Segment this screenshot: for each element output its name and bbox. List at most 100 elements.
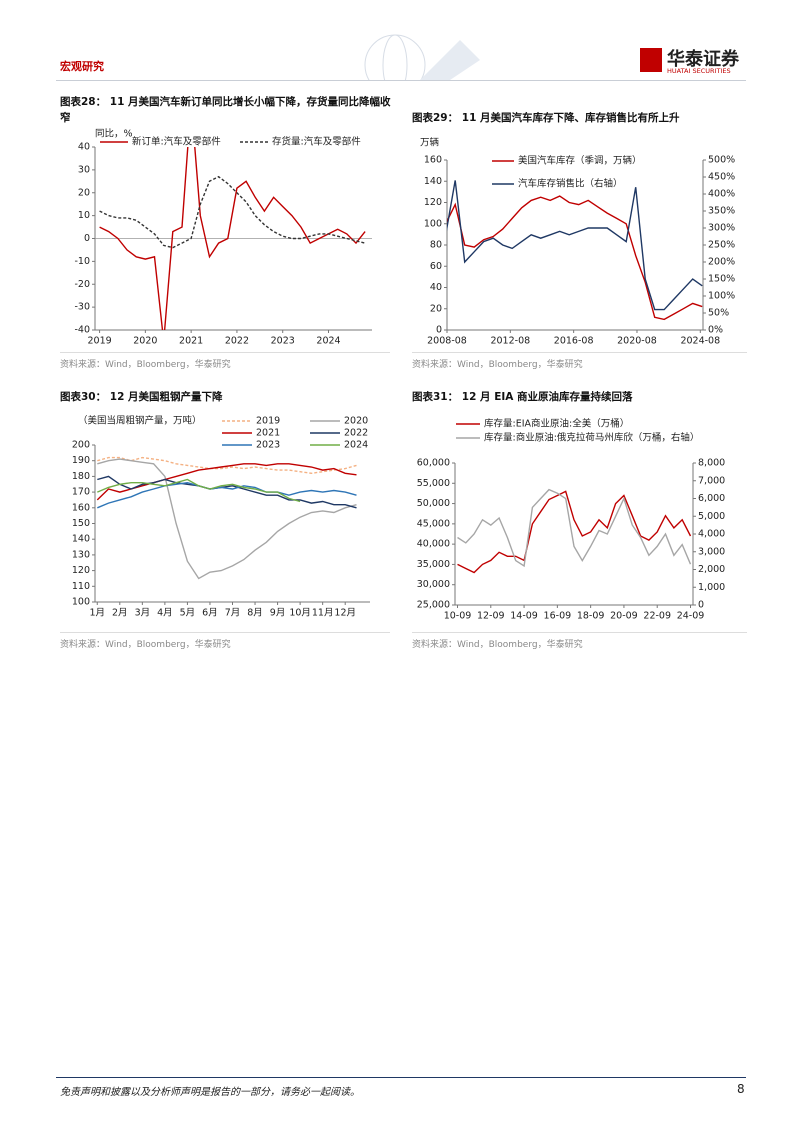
y-tick-label: 190 (72, 455, 90, 466)
y2-tick-label: 250% (708, 240, 735, 251)
series-line (447, 180, 703, 311)
y-tick-label: 0 (436, 325, 442, 336)
legend-label: 汽车库存销售比（右轴） (518, 178, 623, 190)
legend-label: 2022 (344, 428, 368, 439)
y-tick-label: 50,000 (417, 498, 450, 509)
y2-tick-label: 4,000 (698, 529, 725, 540)
x-tick-label: 2023 (271, 336, 295, 347)
y-tick-label: 35,000 (417, 559, 450, 570)
x-tick-label: 16-09 (544, 611, 572, 622)
x-tick-label: 18-09 (577, 611, 605, 622)
section-label: 宏观研究 (60, 60, 104, 73)
y-tick-label: 40 (78, 142, 90, 153)
x-tick-label: 2019 (87, 336, 111, 347)
legend-label: 2021 (256, 428, 280, 439)
series-line (97, 456, 357, 475)
page-number: 8 (737, 1082, 745, 1096)
y-tick-label: 150 (72, 518, 90, 529)
legend-label: 2024 (344, 440, 368, 451)
y-tick-label: -20 (74, 279, 90, 290)
x-tick-label: 3月 (135, 608, 151, 619)
logo-subtext: HUATAI SECURITIES (667, 67, 731, 75)
y2-tick-label: 5,000 (698, 511, 725, 522)
y-tick-label: 160 (424, 155, 442, 166)
x-tick-label: 5月 (180, 608, 196, 619)
y2-tick-label: 50% (708, 308, 729, 319)
x-tick-label: 2020 (133, 336, 157, 347)
y-tick-label: 40 (430, 282, 442, 293)
y-tick-label: 120 (424, 197, 442, 208)
x-tick-label: 2016-08 (554, 336, 594, 347)
series-line (97, 458, 357, 580)
y-tick-label: 130 (72, 549, 90, 560)
x-tick-label: 10月 (289, 608, 311, 619)
x-tick-label: 2022 (225, 336, 249, 347)
chart-title: 图表30： 12 月美国粗钢产量下降 (60, 391, 223, 403)
y-tick-label: 20 (78, 187, 90, 198)
y-tick-label: 25,000 (417, 600, 450, 611)
y-tick-label: 0 (84, 233, 90, 244)
x-tick-label: 6月 (202, 608, 218, 619)
y-tick-label: 180 (72, 471, 90, 482)
series-line (457, 488, 692, 568)
y-tick-label: 60 (430, 261, 442, 272)
y2-tick-label: 150% (708, 274, 735, 285)
x-tick-label: 7月 (225, 608, 241, 619)
x-tick-label: 24-09 (677, 611, 705, 622)
series-line (97, 475, 357, 509)
y2-tick-label: 7,000 (698, 475, 725, 486)
y-tick-label: 60,000 (417, 458, 450, 469)
y-tick-label: 30,000 (417, 579, 450, 590)
y-tick-label: 30 (78, 164, 90, 175)
legend-label: 美国汽车库存（季调，万辆） (518, 155, 642, 167)
x-tick-label: 10-09 (444, 611, 472, 622)
y-tick-label: 160 (72, 502, 90, 513)
y-tick-label: 80 (430, 240, 442, 251)
y2-tick-label: 500% (708, 155, 735, 166)
source-note: 资料来源：Wind，Bloomberg，华泰研究 (60, 360, 231, 370)
y2-tick-label: 0 (698, 600, 704, 611)
series-line (99, 175, 366, 249)
x-tick-label: 1月 (89, 608, 105, 619)
x-tick-label: 2021 (179, 336, 203, 347)
x-tick-label: 20-09 (610, 611, 638, 622)
source-note: 资料来源：Wind，Bloomberg，华泰研究 (412, 640, 583, 650)
x-tick-label: 8月 (247, 608, 263, 619)
y2-tick-label: 0% (708, 325, 723, 336)
y-tick-label: -40 (74, 325, 90, 336)
y2-tick-label: 450% (708, 172, 735, 183)
y-tick-label: 110 (72, 581, 90, 592)
y2-tick-label: 400% (708, 189, 735, 200)
x-tick-label: 9月 (270, 608, 286, 619)
legend-label: 2019 (256, 416, 280, 427)
y-tick-label: 45,000 (417, 518, 450, 529)
x-tick-label: 14-09 (510, 611, 538, 622)
footer-rule (56, 1077, 746, 1078)
source-rule (60, 632, 390, 633)
y2-tick-label: 350% (708, 206, 735, 217)
x-tick-label: 2024-08 (680, 336, 720, 347)
x-tick-label: 2020-08 (617, 336, 657, 347)
legend-label: 库存量:商业原油:俄克拉荷马州库欣（万桶，右轴） (484, 432, 699, 444)
disclaimer: 免责声明和披露以及分析师声明是报告的一部分，请务必一起阅读。 (60, 1087, 360, 1098)
series-line (457, 490, 692, 574)
axis-label: 同比，% (95, 128, 133, 140)
y-tick-label: -10 (74, 256, 90, 267)
y-tick-label: 140 (424, 176, 442, 187)
source-rule (60, 352, 390, 353)
y2-tick-label: 100% (708, 291, 735, 302)
legend-label: 新订单:汽车及零部件 (132, 136, 221, 148)
source-rule (412, 352, 747, 353)
header-decoration (364, 34, 480, 80)
x-tick-label: 12月 (334, 608, 356, 619)
y-tick-label: 20 (430, 303, 442, 314)
legend-label: 存货量:汽车及零部件 (272, 136, 361, 148)
series-line (99, 147, 366, 330)
y2-tick-label: 8,000 (698, 458, 725, 469)
chart-title: 图表29： 11 月美国汽车库存下降、库存销售比有所上升 (412, 112, 680, 124)
chart-title: 图表31： 12 月 EIA 商业原油库存量持续回落 (412, 391, 633, 403)
axis-label: （美国当周粗钢产量，万吨） (78, 415, 202, 427)
x-tick-label: 2月 (112, 608, 128, 619)
y-tick-label: 40,000 (417, 539, 450, 550)
